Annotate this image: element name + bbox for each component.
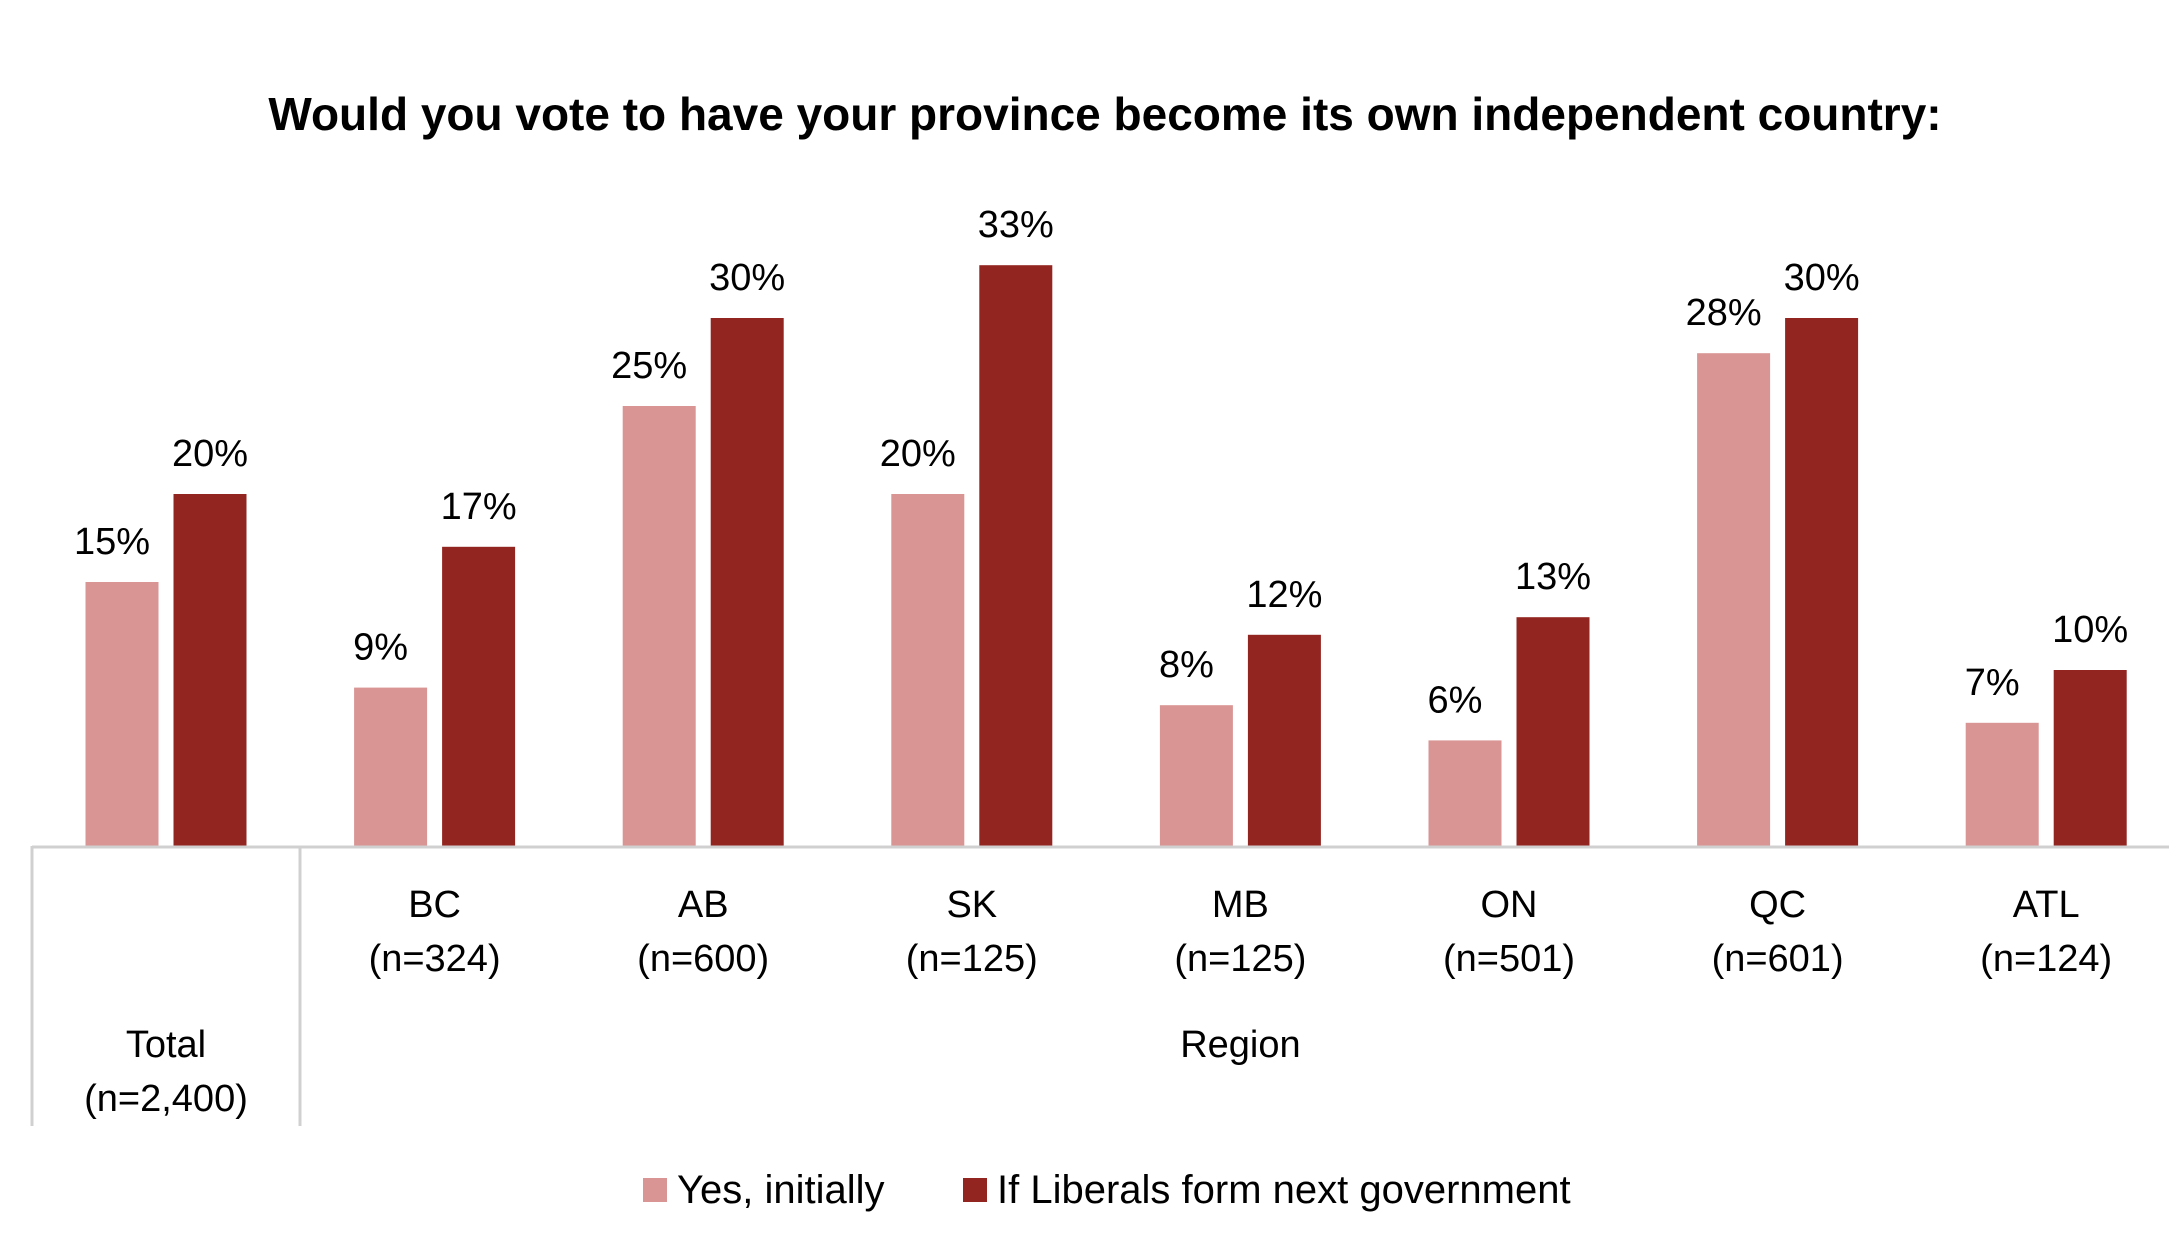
group-label: Region: [1180, 1024, 1300, 1066]
tick-label: QC: [1749, 884, 1806, 926]
bar-mb-series-1: [1159, 705, 1233, 846]
data-label: 20%: [880, 433, 956, 475]
data-label: 9%: [353, 627, 408, 669]
legend: Yes, initially If Liberals form next gove…: [643, 1168, 1571, 1212]
data-label: 25%: [611, 345, 687, 387]
tick-label-n: (n=2,400): [84, 1078, 248, 1120]
data-label: 17%: [441, 486, 517, 528]
data-label: 28%: [1686, 292, 1762, 334]
tick-label: Total: [126, 1024, 206, 1066]
tick-label-n: (n=600): [637, 938, 769, 980]
bar-on-series-1: [1428, 740, 1502, 846]
data-label: 7%: [1965, 662, 2020, 704]
tick-label: MB: [1212, 884, 1269, 926]
tick-label: SK: [946, 884, 997, 926]
data-label: 30%: [1784, 257, 1860, 299]
bar-sk-series-1: [891, 494, 965, 846]
tick-label-n: (n=125): [1174, 938, 1306, 980]
tick-label-n: (n=601): [1712, 938, 1844, 980]
legend-swatch: [963, 1178, 987, 1202]
data-label: 12%: [1246, 574, 1322, 616]
plot-area: 15% 20% 9% 17% 25% 30% 20% 33% 8% 12% 6% 13% 28% 30% 7…: [74, 204, 2128, 846]
bar-ab-series-1: [622, 406, 696, 846]
bar-atl-series-1: [1965, 722, 2039, 846]
tick-label-n: (n=324): [369, 938, 501, 980]
bar-atl-series-2: [2053, 670, 2127, 846]
tick-label: BC: [408, 884, 461, 926]
chart-title: Would you vote to have your province bec…: [268, 88, 1941, 140]
bar-total-series-2: [173, 494, 247, 846]
legend-label: If Liberals form next government: [997, 1168, 1571, 1212]
bar-total-series-1: [85, 582, 159, 846]
tick-label: ON: [1481, 884, 1538, 926]
data-label: 20%: [172, 433, 248, 475]
category-axis: Total (n=2,400) BC (n=324) AB (n=600) SK (n=125…: [30, 845, 2169, 1126]
data-label: 33%: [978, 204, 1054, 246]
bar-on-series-2: [1516, 617, 1590, 846]
data-label: 13%: [1515, 556, 1591, 598]
tick-label-n: (n=125): [906, 938, 1038, 980]
legend-label: Yes, initially: [677, 1168, 885, 1212]
bar-bc-series-2: [442, 546, 516, 846]
data-label: 15%: [74, 521, 150, 563]
legend-swatch: [643, 1178, 667, 1202]
bar-mb-series-2: [1247, 634, 1321, 846]
bar-ab-series-2: [710, 318, 784, 846]
bar-sk-series-2: [979, 265, 1053, 846]
data-label: 6%: [1428, 679, 1483, 721]
tick-label-n: (n=501): [1443, 938, 1575, 980]
tick-label: AB: [678, 884, 729, 926]
tick-label-n: (n=124): [1980, 938, 2112, 980]
data-label: 10%: [2052, 609, 2128, 651]
bar-bc-series-1: [354, 687, 428, 846]
data-label: 8%: [1159, 644, 1214, 686]
data-label: 30%: [709, 257, 785, 299]
bar-qc-series-2: [1785, 318, 1859, 846]
bar-qc-series-1: [1697, 353, 1771, 846]
tick-label: ATL: [2013, 884, 2080, 926]
